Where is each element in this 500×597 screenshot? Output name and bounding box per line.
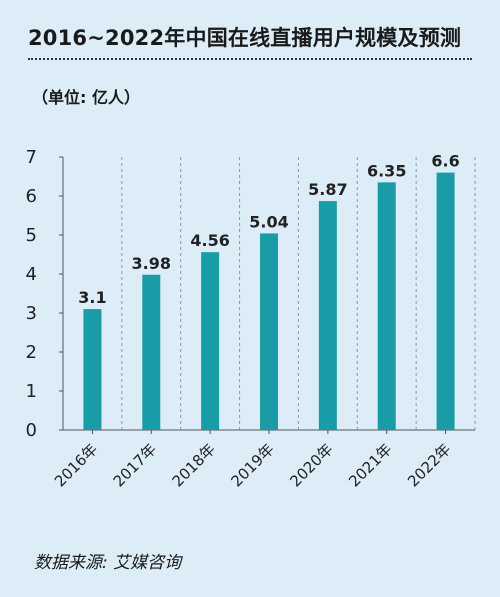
x-tick-label: 2022年 (404, 440, 454, 490)
bar (377, 182, 396, 430)
data-label: 6.35 (367, 161, 406, 180)
x-tick-label: 2021年 (345, 440, 395, 490)
data-label: 3.1 (78, 288, 106, 307)
bar (201, 252, 220, 430)
x-tick-label: 2016年 (51, 440, 101, 490)
data-labels: 3.1 3.98 4.56 5.04 5.87 6.35 6.6 (78, 152, 459, 308)
y-tick-label: 1 (26, 381, 37, 402)
y-tick-label: 0 (26, 420, 37, 441)
bar (83, 309, 102, 430)
y-tick-label: 6 (26, 186, 37, 207)
y-tick-label: 5 (26, 225, 37, 246)
x-tick-labels: 2016年 2017年 2018年 2019年 2020年 2021年 2022年 (51, 430, 454, 490)
unit-label: （单位: 亿人） (32, 88, 140, 107)
chart-title: 2016~2022年中国在线直播用户规模及预测 (28, 26, 462, 50)
source-note: 数据来源: 艾媒咨询 (34, 553, 182, 573)
bar (142, 274, 161, 430)
y-tick-label: 3 (26, 303, 37, 324)
y-tick-labels: 0 1 2 3 4 5 6 7 (26, 147, 63, 441)
bars (83, 172, 455, 430)
bar (436, 172, 455, 430)
data-label: 6.6 (431, 152, 459, 171)
grid-lines (121, 157, 476, 430)
title-divider (28, 58, 472, 60)
x-tick-label: 2018年 (169, 440, 219, 490)
data-label: 5.87 (308, 180, 347, 199)
x-tick-label: 2020年 (286, 440, 336, 490)
data-label: 5.04 (249, 212, 288, 231)
x-tick-label: 2017年 (110, 440, 160, 490)
data-label: 3.98 (132, 254, 171, 273)
bar (260, 233, 278, 430)
data-label: 4.56 (190, 231, 229, 250)
y-tick-label: 4 (26, 264, 37, 285)
bar (318, 201, 337, 430)
y-tick-label: 7 (26, 147, 37, 168)
x-tick-label: 2019年 (227, 440, 277, 490)
y-tick-label: 2 (26, 342, 37, 363)
